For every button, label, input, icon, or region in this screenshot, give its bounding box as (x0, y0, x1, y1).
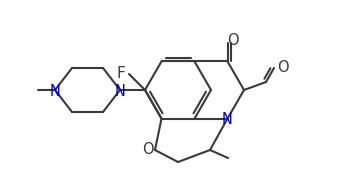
Text: N: N (49, 84, 61, 98)
Text: O: O (277, 60, 289, 75)
Text: O: O (227, 33, 238, 48)
Text: N: N (115, 84, 125, 98)
Text: O: O (142, 142, 154, 157)
Text: N: N (222, 112, 233, 127)
Text: F: F (117, 66, 125, 81)
